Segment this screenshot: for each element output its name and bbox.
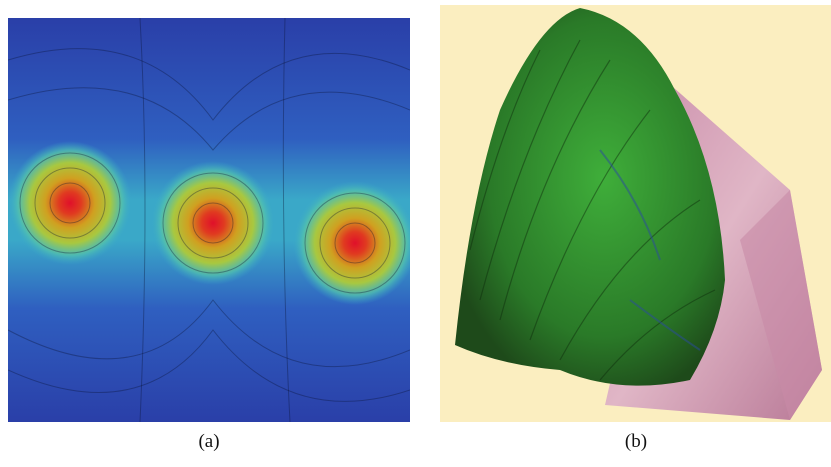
panel-label: (b): [625, 431, 647, 452]
panel-a-image: [8, 18, 410, 422]
panel-b-image: [440, 5, 831, 422]
panel-label: (a): [198, 431, 219, 452]
